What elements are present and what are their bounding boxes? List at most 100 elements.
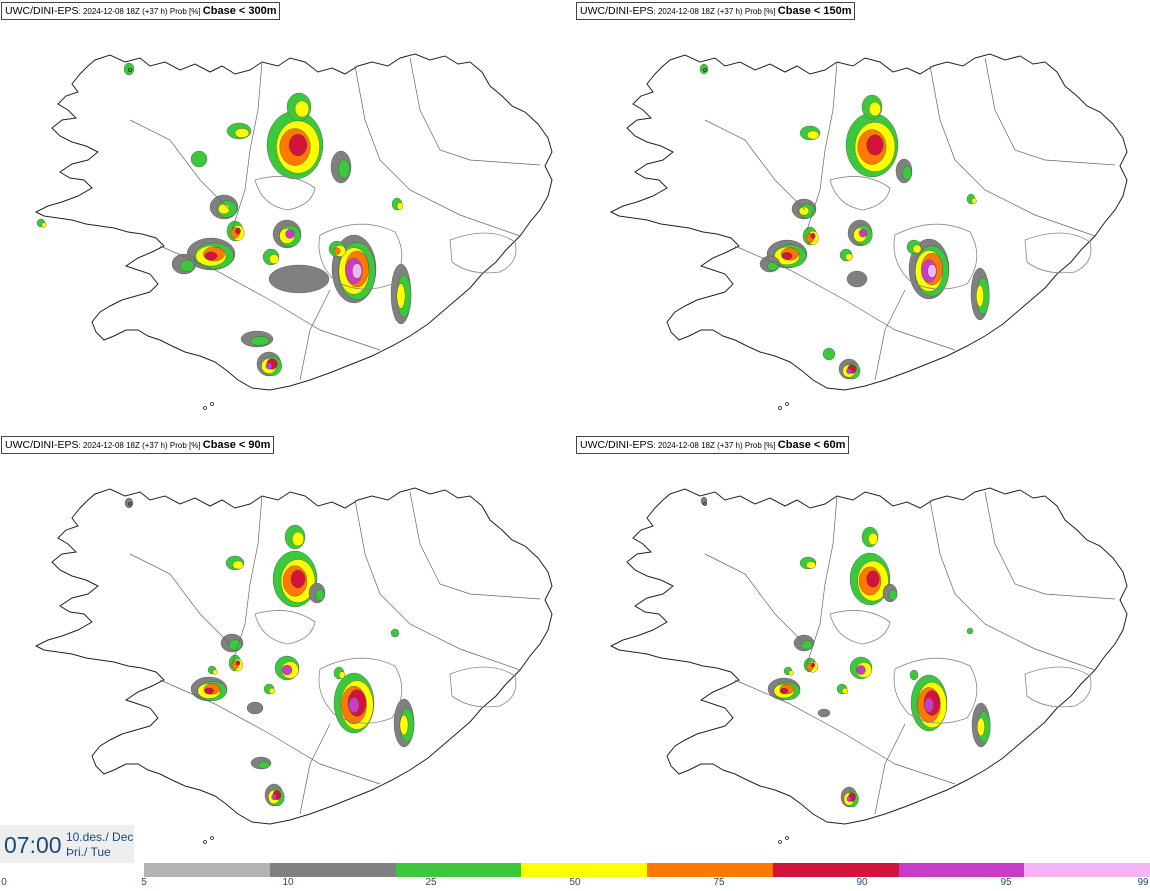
region-border <box>354 65 521 237</box>
coastline <box>609 487 1128 825</box>
glacier-outline <box>893 223 978 290</box>
probability-field <box>36 62 412 377</box>
island <box>785 402 789 406</box>
date-line-1: 10.des./ Dec <box>66 830 134 844</box>
region-border <box>704 119 806 211</box>
colorbar-segment <box>898 863 1025 877</box>
probability-contour <box>806 561 816 569</box>
probability-contour <box>246 701 264 715</box>
iceland-map <box>34 53 553 410</box>
valid-time: 07:00 <box>4 832 62 858</box>
probability-contour <box>390 628 400 638</box>
region-border <box>299 723 331 815</box>
island <box>210 402 214 406</box>
glacier-outline <box>829 176 891 211</box>
run-info: : 2024-12-08 18Z (+37 h) Prob [%] <box>653 441 778 450</box>
run-info: : 2024-12-08 18Z (+37 h) Prob [%] <box>78 441 203 450</box>
probability-contour <box>235 660 241 666</box>
threshold-label: Cbase < 150m <box>777 5 852 17</box>
colorbar-tick-label: 0 <box>1 877 7 888</box>
probability-contour <box>294 100 310 118</box>
island <box>703 68 707 72</box>
glacier-outline <box>893 657 978 724</box>
probability-contour <box>779 687 789 695</box>
probability-contour <box>399 714 409 736</box>
probability-contour <box>333 247 341 255</box>
probability-contour <box>218 203 230 215</box>
coastline <box>34 53 553 391</box>
probability-contour <box>966 627 974 635</box>
probability-contour <box>315 588 325 602</box>
region-border <box>734 245 956 351</box>
coastline <box>34 487 553 825</box>
probability-contour <box>902 165 912 181</box>
region-border <box>929 499 1096 671</box>
probability-contour <box>290 569 306 589</box>
date-line-2: Þri./ Tue <box>66 845 111 859</box>
region-border <box>159 245 381 351</box>
glacier-outline <box>254 610 316 645</box>
colorbar-tick-label: 50 <box>569 877 581 888</box>
colorbar-tick-label: 95 <box>1000 877 1012 888</box>
iceland-map <box>34 487 553 844</box>
colorbar-segment <box>395 863 522 877</box>
panel-header: UWC/DINI-EPS: 2024-12-08 18Z (+37 h) Pro… <box>1 436 275 454</box>
colorbar-segment <box>144 863 270 877</box>
probability-contour <box>41 222 47 228</box>
colorbar-tick-label: 99 <box>1137 877 1149 888</box>
region-border <box>299 289 331 381</box>
probability-contour <box>810 662 816 668</box>
probability-contour <box>268 687 276 695</box>
region-border <box>129 119 231 211</box>
threshold-label: Cbase < 60m <box>777 439 846 451</box>
probability-contour <box>288 134 308 156</box>
probability-contour <box>281 664 293 676</box>
island <box>210 836 214 840</box>
glacier-outline <box>449 666 517 708</box>
probability-contour <box>352 263 362 279</box>
region-border <box>874 723 906 815</box>
probability-contour <box>868 101 882 117</box>
probability-field <box>124 497 415 807</box>
probability-contour <box>204 251 218 261</box>
colorbar-ticks: 0 5 10 25 50 75 90 95 99 <box>0 877 1150 891</box>
region-border <box>874 289 906 381</box>
probability-contour <box>845 253 853 261</box>
probability-contour <box>271 793 277 801</box>
model-name: UWC/DINI-EPS <box>5 439 79 451</box>
probability-contour <box>977 717 985 737</box>
map-panel-300m: UWC/DINI-EPS: 2024-12-08 18Z (+37 h) Pro… <box>0 0 575 434</box>
threshold-label: Cbase < 300m <box>202 5 277 17</box>
model-name: UWC/DINI-EPS <box>5 5 79 17</box>
model-name: UWC/DINI-EPS <box>580 439 654 451</box>
probability-contour <box>396 283 406 309</box>
probability-contour <box>291 531 305 547</box>
region-border <box>806 495 838 665</box>
probability-contour <box>396 202 404 210</box>
colorbar-segment <box>521 863 647 877</box>
probability-contour <box>927 264 937 278</box>
probability-contour <box>888 589 898 601</box>
probability-contour <box>912 244 922 254</box>
colorbar-segment <box>647 863 773 877</box>
colorbar-segment <box>772 863 899 877</box>
iceland-map <box>609 53 1128 410</box>
colorbar-segment <box>269 863 396 877</box>
run-info: : 2024-12-08 18Z (+37 h) Prob [%] <box>653 7 778 16</box>
map-panel-90m: UWC/DINI-EPS: 2024-12-08 18Z (+37 h) Pro… <box>0 434 575 868</box>
region-border <box>734 679 956 785</box>
model-name: UWC/DINI-EPS <box>580 5 654 17</box>
probability-contour <box>810 232 816 240</box>
panel-header: UWC/DINI-EPS: 2024-12-08 18Z (+37 h) Pro… <box>576 436 850 454</box>
region-border <box>231 61 263 231</box>
probability-contour <box>798 206 810 216</box>
region-border <box>159 679 381 785</box>
probability-contour <box>265 362 273 370</box>
glacier-outline <box>318 223 403 290</box>
panel-header: UWC/DINI-EPS: 2024-12-08 18Z (+37 h) Pro… <box>1 2 281 20</box>
panel-header: UWC/DINI-EPS: 2024-12-08 18Z (+37 h) Pro… <box>576 2 856 20</box>
region-border <box>231 495 263 665</box>
probability-contour <box>924 697 934 713</box>
region-border <box>129 553 231 645</box>
probability-contour <box>212 669 218 675</box>
